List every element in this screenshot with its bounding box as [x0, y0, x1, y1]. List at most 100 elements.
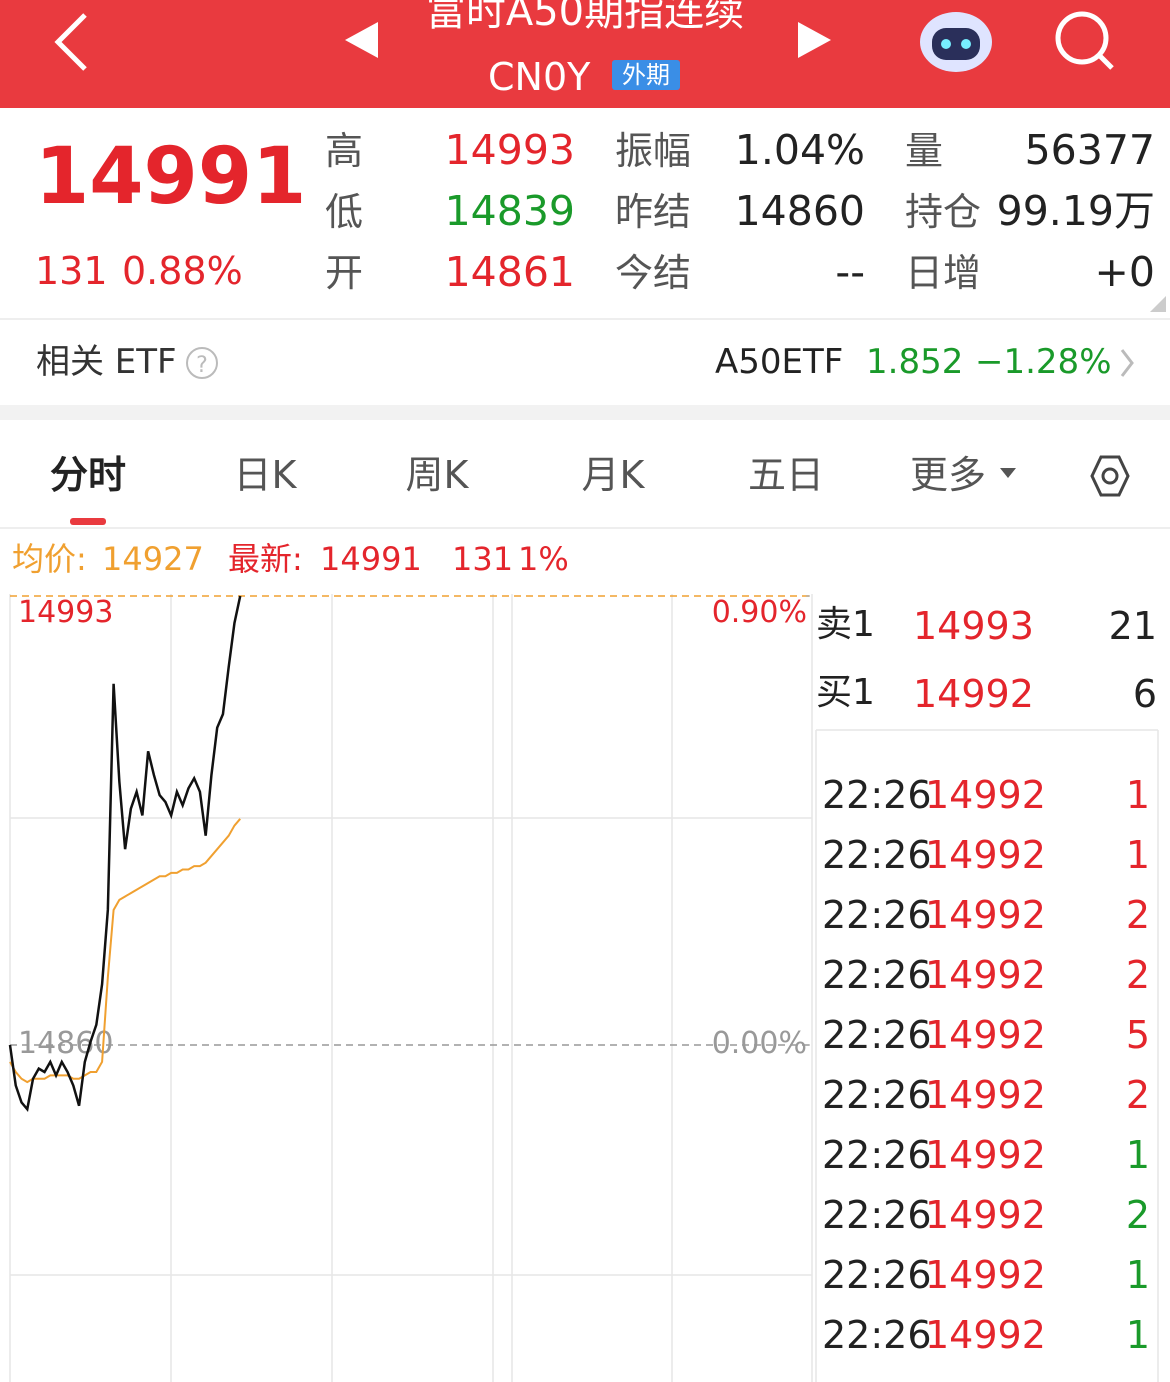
trade-time: 22:26 [822, 1253, 932, 1297]
etf-price: 1.852 [866, 342, 964, 382]
trade-volume: 5 [1125, 1013, 1150, 1057]
stat-value: 14860 [734, 187, 865, 235]
stat-value: +0 [1094, 248, 1155, 296]
stat-value: 56377 [1024, 126, 1155, 174]
next-button[interactable] [798, 22, 831, 58]
stat-label: 高 [325, 129, 364, 173]
trade-time: 22:26 [822, 773, 932, 817]
stat-label: 昨结 [615, 190, 692, 234]
legend-value: 14991 [320, 540, 422, 578]
trade-volume: 1 [1125, 833, 1150, 877]
trade-time: 22:26 [822, 1013, 932, 1057]
assistant-icon[interactable] [920, 12, 992, 72]
y2-tick-label: 0.00% [712, 1026, 807, 1061]
trade-time: 22:26 [822, 1193, 932, 1237]
trade-price: 14992 [925, 833, 1046, 877]
trade-time: 22:26 [822, 893, 932, 937]
book-price: 14993 [913, 604, 1034, 648]
trade-price: 14992 [925, 893, 1046, 937]
stat-label: 今结 [615, 251, 692, 295]
trade-volume: 1 [1125, 1133, 1150, 1177]
stat-value: -- [835, 248, 865, 296]
trade-volume: 2 [1125, 953, 1150, 997]
book-volume: 6 [1132, 672, 1157, 716]
tab[interactable]: 月K [581, 453, 645, 497]
stat-label: 量 [905, 129, 944, 173]
code: CN0Y [488, 55, 591, 99]
etf-name: A50ETF [715, 342, 844, 382]
stat-label: 持仓 [905, 190, 982, 234]
badge: 外期 [612, 60, 680, 90]
more-arrow [1000, 468, 1016, 478]
tab[interactable]: 分时 [49, 453, 126, 497]
stat-value: 99.19万 [996, 187, 1155, 235]
tab[interactable]: 更多 [909, 453, 986, 497]
trade-volume: 2 [1125, 1073, 1150, 1117]
book-volume: 21 [1108, 604, 1157, 648]
tab[interactable]: 五日 [747, 453, 824, 497]
book-price: 14992 [913, 672, 1034, 716]
change: 131 [35, 249, 108, 293]
stat-label: 振幅 [615, 129, 692, 173]
etf-label: 相关 ETF [36, 342, 177, 382]
legend-value: 131 [452, 540, 514, 578]
tab-indicator [70, 518, 106, 525]
stat-label: 日增 [905, 251, 982, 295]
trade-time: 22:26 [822, 1313, 932, 1357]
chart-frame [9, 594, 1159, 1382]
expand-corner[interactable] [1150, 296, 1166, 312]
tab[interactable]: 日K [233, 453, 297, 497]
help-mark: ? [196, 353, 208, 378]
tab[interactable]: 周K [405, 453, 469, 497]
trade-price: 14992 [925, 1313, 1046, 1357]
settings-button[interactable] [1090, 455, 1130, 497]
trade-volume: 1 [1125, 773, 1150, 817]
trade-volume: 2 [1125, 1193, 1150, 1237]
trade-price: 14992 [925, 1073, 1046, 1117]
legend-label: 最新: [228, 540, 303, 578]
y-tick-label: 14993 [18, 595, 113, 630]
book-label: 买1 [816, 672, 875, 713]
trade-volume: 1 [1125, 1253, 1150, 1297]
gap [0, 405, 1170, 420]
trade-price: 14992 [925, 1133, 1046, 1177]
trade-time: 22:26 [822, 953, 932, 997]
stat-value: 14839 [444, 187, 575, 235]
y-tick-label: 14860 [18, 1026, 113, 1061]
search-button[interactable] [1055, 11, 1114, 70]
trade-price: 14992 [925, 1253, 1046, 1297]
last-price: 14991 [35, 132, 307, 222]
etf-change: −1.28% [975, 342, 1112, 382]
series-line [8, 595, 242, 1112]
trade-time: 22:26 [822, 1133, 932, 1177]
change-pct: 0.88% [122, 249, 243, 293]
legend-label: 均价: [12, 540, 87, 578]
chevron[interactable] [1120, 349, 1134, 377]
book-label: 卖1 [816, 604, 875, 645]
legend-value: 14927 [102, 540, 204, 578]
series-line [9, 818, 241, 1084]
trade-price: 14992 [925, 953, 1046, 997]
trade-time: 22:26 [822, 1073, 932, 1117]
trade-price: 14992 [925, 773, 1046, 817]
trade-volume: 1 [1125, 1313, 1150, 1357]
legend-value: 1% [518, 540, 569, 578]
settings-dot [1101, 467, 1119, 485]
title: 富时A50期指连续 [425, 0, 745, 35]
trade-price: 14992 [925, 1193, 1046, 1237]
trade-volume: 2 [1125, 893, 1150, 937]
stat-label: 低 [325, 190, 364, 234]
stat-label: 开 [325, 251, 364, 295]
stat-value: 14861 [444, 248, 575, 296]
prev-button[interactable] [345, 22, 378, 58]
trade-time: 22:26 [822, 833, 932, 877]
y2-tick-label: 0.90% [712, 595, 807, 630]
back-button[interactable] [54, 13, 87, 71]
help-icon[interactable] [186, 347, 218, 379]
trade-price: 14992 [925, 1013, 1046, 1057]
stat-value: 14993 [444, 126, 575, 174]
stat-value: 1.04% [734, 126, 865, 174]
